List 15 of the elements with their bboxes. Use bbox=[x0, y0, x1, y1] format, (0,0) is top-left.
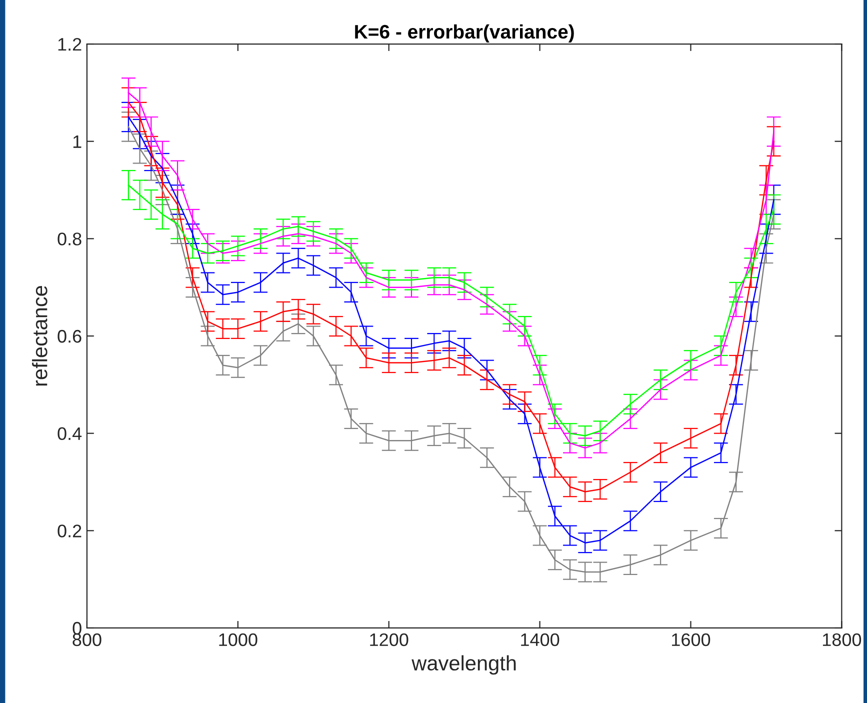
y-tick-label: 0.8 bbox=[58, 232, 82, 246]
x-tick-label: 1800 bbox=[822, 633, 862, 646]
x-axis-title: wavelength bbox=[412, 655, 516, 675]
x-tick-label: 1400 bbox=[521, 633, 560, 646]
x-tick-label: 800 bbox=[72, 633, 102, 646]
y-tick-label: 1.2 bbox=[58, 38, 82, 51]
y-tick-label: 0.6 bbox=[58, 330, 82, 343]
y-tick-label: 0.2 bbox=[58, 524, 82, 538]
y-axis-title: reflectance bbox=[32, 286, 48, 386]
y-tick-label: 1 bbox=[73, 135, 82, 148]
x-tick-label: 1000 bbox=[219, 633, 258, 646]
chart-title: K=6 - errorbar(variance) bbox=[355, 24, 574, 42]
x-tick-label: 1200 bbox=[370, 633, 408, 646]
y-tick-label: 0.4 bbox=[58, 427, 82, 440]
x-tick-label: 1600 bbox=[672, 633, 710, 646]
